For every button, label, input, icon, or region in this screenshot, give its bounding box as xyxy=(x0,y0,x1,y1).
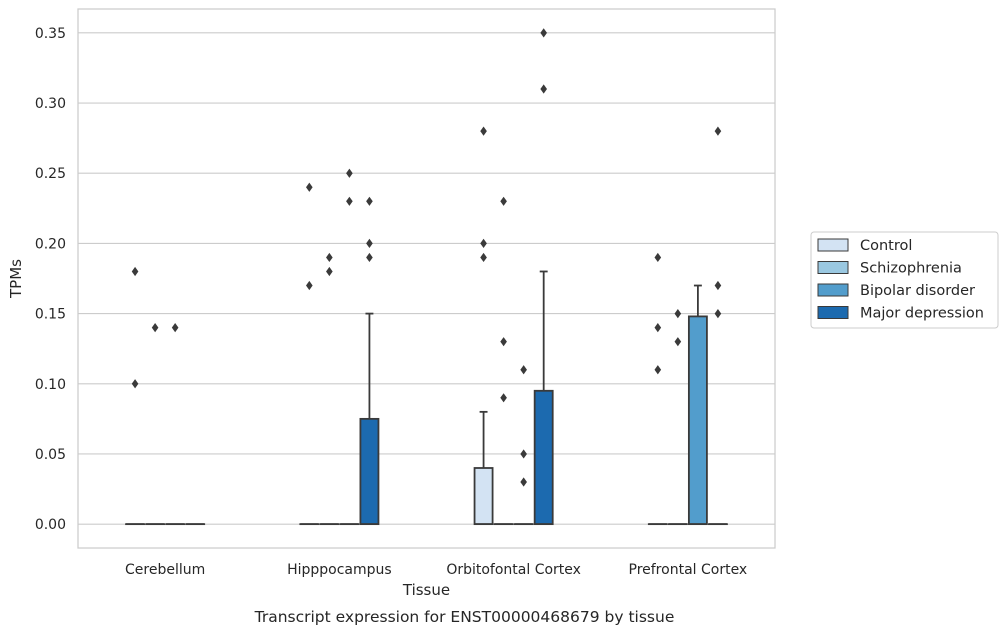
box-major-depression xyxy=(359,312,380,526)
y-axis-label: TPMs xyxy=(7,259,25,299)
outlier-point xyxy=(654,323,662,333)
outlier-point xyxy=(654,252,662,263)
box-body xyxy=(533,389,554,526)
outlier-point xyxy=(500,196,507,206)
box-major-depression xyxy=(533,270,554,526)
outlier-point xyxy=(520,449,527,459)
y-tick-label: 0.30 xyxy=(35,96,66,112)
y-tick-labels: 0.00 0.05 0.10 0.15 0.20 0.25 0.30 0.35 xyxy=(35,26,66,533)
outlier-point xyxy=(714,126,722,136)
y-tick-label: 0.10 xyxy=(35,377,66,393)
box-control xyxy=(473,410,494,526)
outlier-point xyxy=(500,337,507,347)
x-tick-label: Prefrontal Cortex xyxy=(629,562,748,578)
x-tick-labels: Cerebellum Hipppocampus Orbitofontal Corte… xyxy=(125,562,747,578)
box-body xyxy=(473,467,494,526)
plot-frame xyxy=(77,8,776,549)
y-tick-label: 0.25 xyxy=(35,166,66,182)
outlier-point xyxy=(131,266,139,277)
outlier-point xyxy=(520,477,527,487)
outlier-point xyxy=(674,308,682,319)
outlier-point xyxy=(480,126,487,136)
outlier-point xyxy=(480,252,487,263)
y-tick-label: 0.15 xyxy=(35,307,66,323)
outlier-point xyxy=(131,379,139,389)
outlier-point xyxy=(540,84,547,94)
outliers xyxy=(131,28,722,487)
outlier-point xyxy=(714,280,722,291)
outlier-point xyxy=(366,238,373,249)
outlier-point xyxy=(654,365,662,375)
box-bipolar-disorder xyxy=(687,284,708,526)
boxes xyxy=(125,270,728,526)
legend-label: Bipolar disorder xyxy=(860,283,975,299)
legend-frame xyxy=(810,231,999,329)
y-tick-label: 0.20 xyxy=(35,236,66,252)
outlier-point xyxy=(306,280,313,291)
outlier-point xyxy=(306,182,313,192)
outlier-point xyxy=(171,323,179,333)
legend-swatch xyxy=(817,238,849,252)
outlier-point xyxy=(151,323,159,333)
legend-label: Schizophrenia xyxy=(860,261,962,277)
x-tick-label: Hipppocampus xyxy=(287,562,392,578)
gridlines xyxy=(78,32,775,525)
legend-label: Major depression xyxy=(860,306,984,322)
legend-swatch xyxy=(817,306,849,319)
outlier-point xyxy=(714,308,722,319)
legend-items: Control Schizophrenia Bipolar disorder Majo… xyxy=(817,238,984,322)
outlier-point xyxy=(500,393,507,403)
legend: Control Schizophrenia Bipolar disorder Majo… xyxy=(810,231,999,329)
y-tick-label: 0.05 xyxy=(35,447,66,463)
y-tick-label: 0.00 xyxy=(35,517,66,533)
outlier-point xyxy=(346,196,353,206)
outlier-point xyxy=(326,266,333,277)
box-body xyxy=(687,315,708,526)
outlier-point xyxy=(366,252,373,263)
y-tick-label: 0.35 xyxy=(35,26,66,42)
box-body xyxy=(359,417,380,526)
legend-swatch xyxy=(817,283,849,297)
x-tick-label: Orbitofontal Cortex xyxy=(446,562,581,578)
x-tick-label: Cerebellum xyxy=(125,562,205,578)
legend-swatch xyxy=(817,261,849,274)
legend-label: Control xyxy=(860,238,912,254)
chart-caption: Transcript expression for ENST0000046867… xyxy=(254,608,675,626)
outlier-point xyxy=(346,168,353,178)
outlier-point xyxy=(540,28,547,38)
x-axis-label: Tissue xyxy=(402,581,450,599)
outlier-point xyxy=(480,238,487,249)
outlier-point xyxy=(520,365,527,375)
outlier-point xyxy=(674,337,682,347)
outlier-point xyxy=(326,252,333,263)
outlier-point xyxy=(366,196,373,206)
